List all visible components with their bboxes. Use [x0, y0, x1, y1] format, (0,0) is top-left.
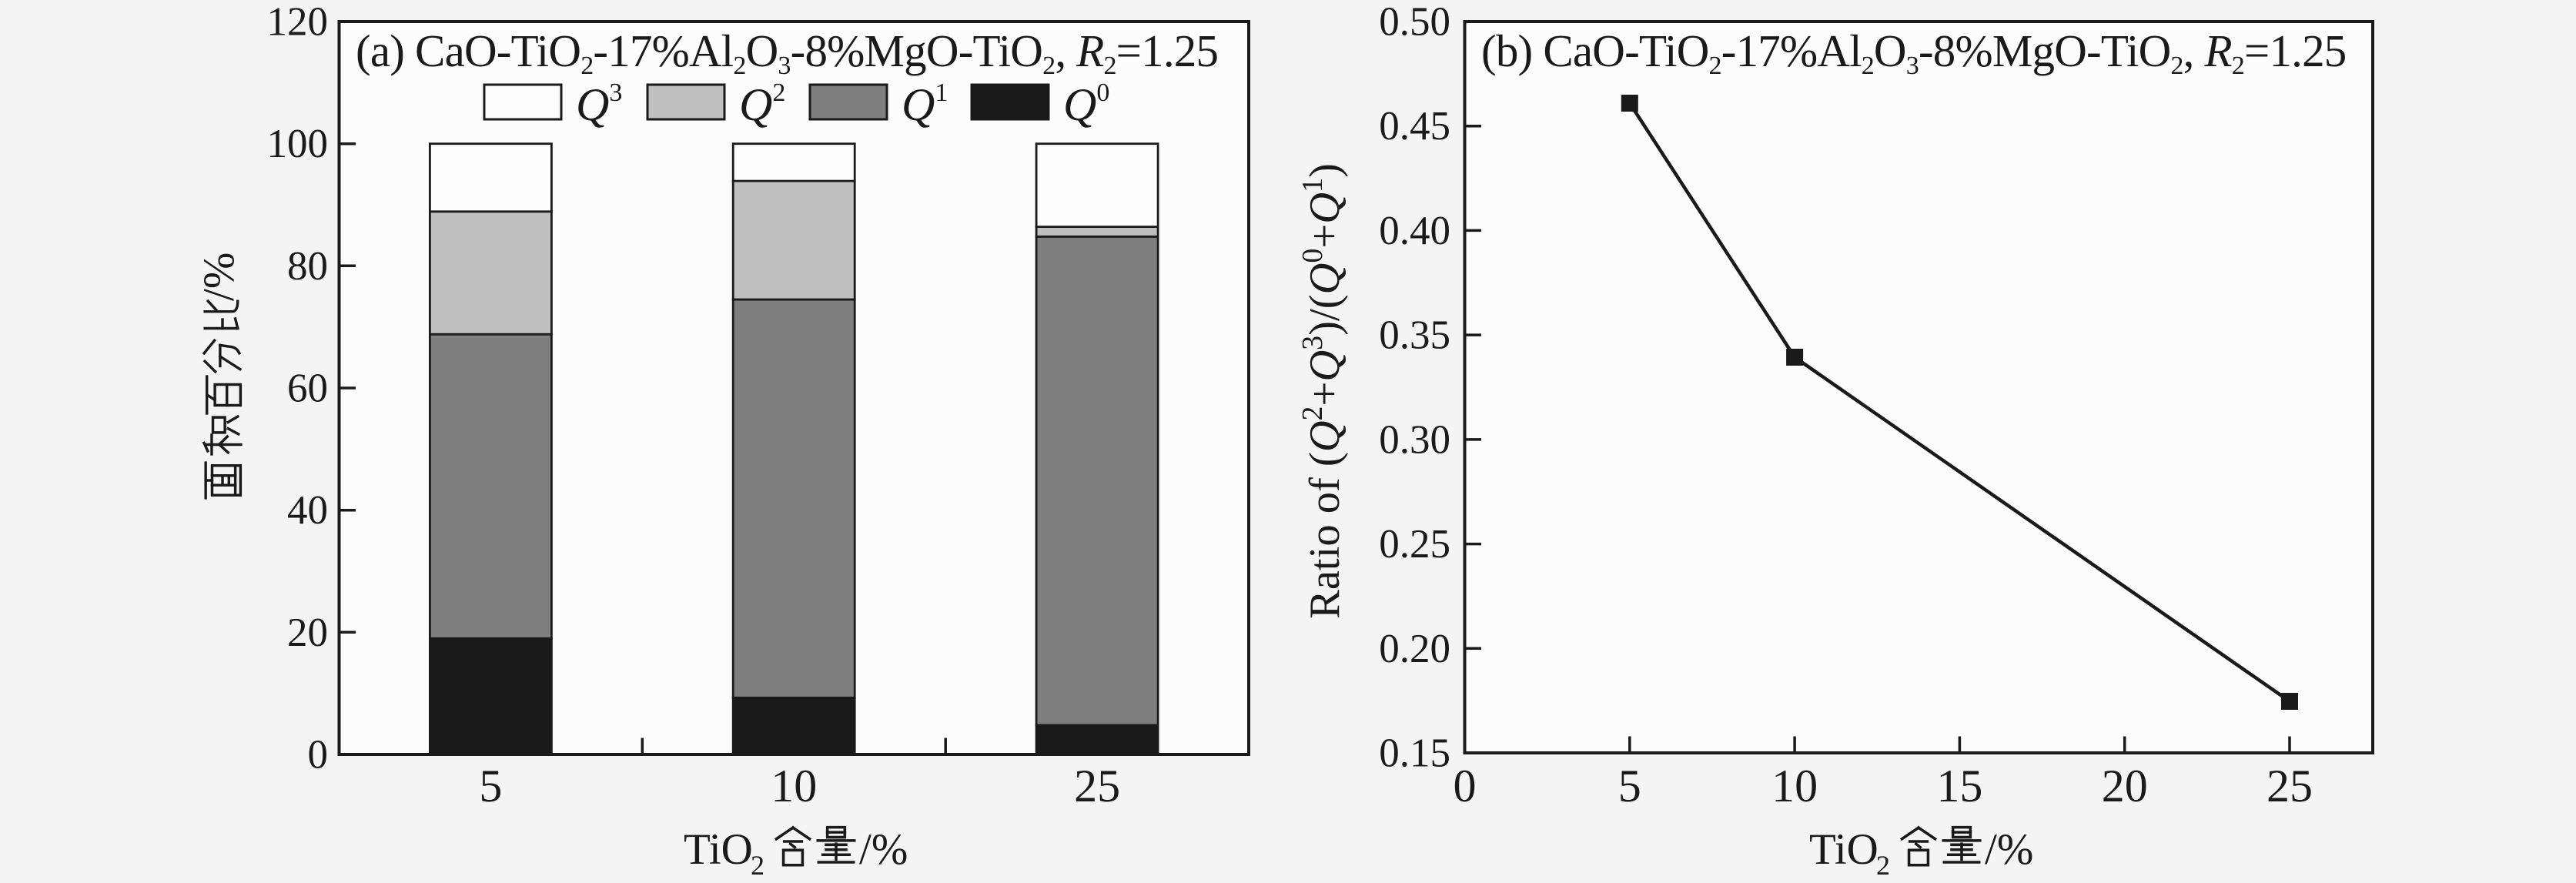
svg-text:0.40: 0.40	[1379, 209, 1450, 253]
svg-text:10: 10	[1771, 761, 1818, 811]
svg-text:25: 25	[1074, 761, 1120, 811]
svg-text:0.20: 0.20	[1379, 627, 1450, 671]
svg-text:25: 25	[2267, 761, 2313, 811]
svg-text:0.30: 0.30	[1379, 417, 1450, 462]
svg-text:TiO: TiO	[1809, 825, 1878, 874]
svg-text:0.35: 0.35	[1379, 313, 1450, 358]
svg-text:5: 5	[479, 761, 502, 811]
svg-text:TiO: TiO	[684, 825, 753, 874]
svg-text:2: 2	[751, 850, 764, 881]
svg-text:100: 100	[267, 122, 329, 166]
svg-text:/%: /%	[859, 825, 908, 874]
svg-text:Ratio of (Q2+Q3)/(Q0+Q1): Ratio of (Q2+Q3)/(Q0+Q1)	[1296, 163, 1349, 619]
svg-text:5: 5	[1618, 761, 1641, 811]
svg-text:0.50: 0.50	[1379, 0, 1450, 45]
svg-text:15: 15	[1936, 761, 1982, 811]
svg-text:0: 0	[1454, 761, 1477, 811]
svg-text:0.25: 0.25	[1379, 522, 1450, 567]
svg-text:(a) CaO-TiO2-17%Al2O3-8%MgO-Ti: (a) CaO-TiO2-17%Al2O3-8%MgO-TiO2, R2=1.2…	[356, 25, 1218, 80]
svg-text:10: 10	[771, 761, 817, 811]
svg-text:/%: /%	[195, 253, 243, 301]
svg-text:80: 80	[287, 244, 328, 289]
svg-text:2: 2	[1876, 850, 1890, 881]
svg-text:0.15: 0.15	[1379, 731, 1450, 776]
svg-text:0.45: 0.45	[1379, 104, 1450, 149]
svg-text:40: 40	[287, 488, 328, 533]
svg-text:Q1: Q1	[902, 79, 948, 130]
svg-text:/%: /%	[1985, 825, 2033, 874]
svg-text:20: 20	[287, 610, 328, 655]
svg-text:20: 20	[2102, 761, 2148, 811]
svg-text:60: 60	[287, 366, 328, 411]
svg-text:0: 0	[308, 733, 329, 778]
svg-text:120: 120	[267, 0, 329, 45]
